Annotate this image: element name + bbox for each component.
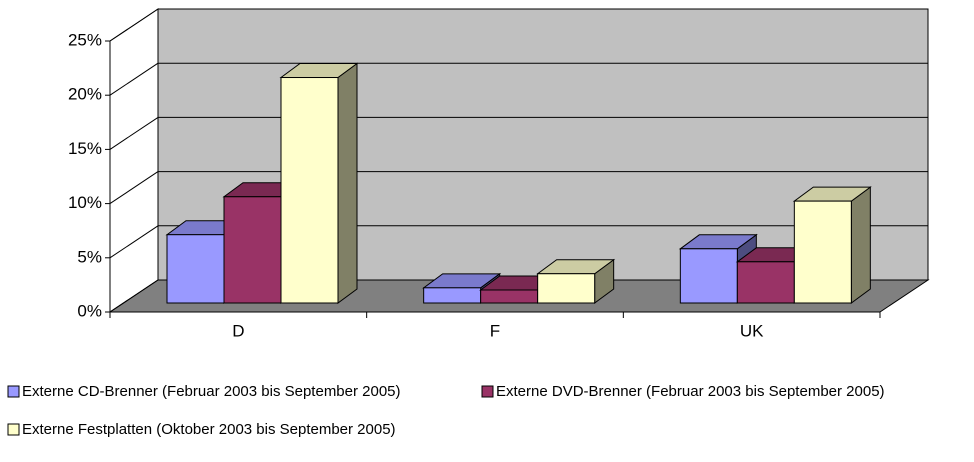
x-tick-label: D [232, 321, 244, 340]
bar [423, 287, 482, 304]
legend-swatch [7, 385, 20, 398]
legend-swatch [7, 423, 20, 436]
bar [679, 248, 738, 304]
grid-line [109, 8, 159, 42]
grid-line [109, 116, 159, 150]
bar [280, 77, 339, 304]
bar [480, 289, 539, 304]
y-tick-label: 20% [68, 85, 102, 104]
y-tick-label: 0% [77, 301, 102, 320]
x-tick-label: F [490, 321, 500, 340]
grid-line [109, 62, 159, 96]
legend-label: Externe Festplatten (Oktober 2003 bis Se… [22, 421, 396, 438]
legend-swatch [481, 385, 494, 398]
legend-label: Externe DVD-Brenner (Februar 2003 bis Se… [496, 383, 885, 400]
side-wall [109, 8, 159, 313]
grid-line [109, 225, 159, 259]
bar [537, 273, 596, 304]
legend-label: Externe CD-Brenner (Februar 2003 bis Sep… [22, 383, 401, 400]
bar-side [337, 62, 358, 304]
y-tick-label: 5% [77, 247, 102, 266]
grid-line [109, 279, 159, 313]
bar [166, 234, 225, 304]
bar-side [850, 186, 871, 304]
grid-line [109, 171, 159, 205]
y-tick-label: 10% [68, 193, 102, 212]
y-tick-label: 15% [68, 139, 102, 158]
x-tick-label: UK [740, 321, 764, 340]
y-tick-label: 25% [68, 30, 102, 49]
bar [223, 196, 282, 304]
bar [736, 261, 795, 304]
bar [793, 200, 852, 304]
